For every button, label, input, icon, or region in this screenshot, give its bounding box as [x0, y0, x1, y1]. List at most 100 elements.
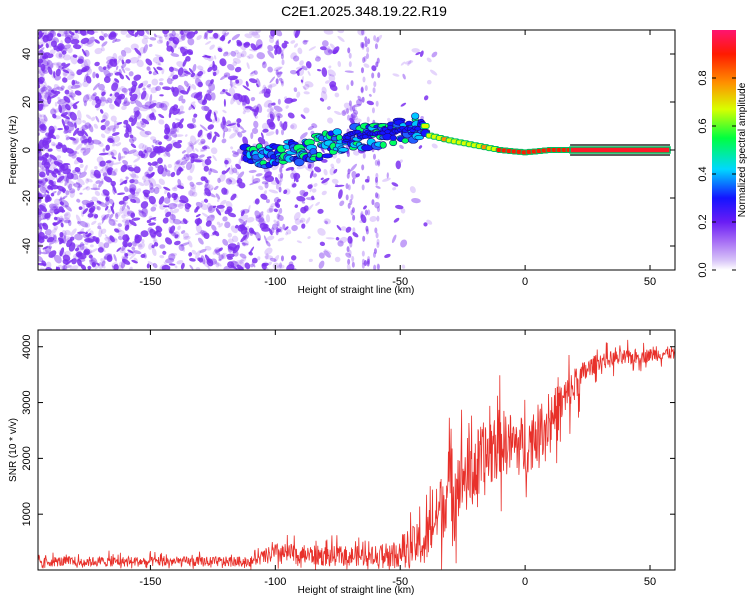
noise-speckle [321, 190, 327, 196]
noise-speckle [43, 140, 52, 146]
noise-streak [376, 238, 380, 245]
noise-speckle [236, 41, 243, 47]
noise-speckle [139, 130, 150, 138]
noise-speckle [426, 79, 432, 85]
noise-speckle [82, 186, 89, 191]
noise-speckle [166, 192, 171, 199]
noise-speckle [126, 237, 130, 242]
constant-tone-band [569, 146, 671, 154]
noise-streak [364, 209, 368, 216]
noise-streak [347, 258, 351, 265]
noise-speckle [209, 168, 219, 174]
noise-speckle [56, 86, 64, 91]
noise-speckle [281, 42, 288, 49]
noise-speckle [108, 103, 115, 110]
noise-streak [371, 72, 375, 79]
noise-speckle [111, 202, 115, 211]
noise-speckle [400, 102, 407, 107]
noise-speckle [262, 84, 267, 94]
noise-speckle [267, 50, 275, 59]
noise-speckle [105, 166, 112, 175]
noise-speckle [204, 32, 208, 40]
noise-speckle [411, 198, 421, 204]
noise-speckle [63, 95, 71, 103]
noise-streak [280, 172, 284, 179]
noise-speckle [148, 242, 154, 250]
noise-speckle [106, 254, 113, 263]
noise-speckle [130, 198, 137, 204]
noise-speckle [61, 230, 67, 237]
noise-speckle [124, 132, 130, 138]
noise-speckle [214, 131, 220, 137]
noise-speckle [134, 110, 140, 118]
noise-speckle [208, 82, 216, 92]
noise-streak [352, 214, 356, 221]
noise-speckle [70, 173, 79, 180]
noise-streak [351, 261, 355, 268]
noise-streak [377, 263, 381, 270]
noise-speckle [240, 208, 250, 214]
noise-speckle [301, 65, 308, 71]
noise-speckle [64, 30, 68, 38]
noise-speckle [103, 69, 111, 78]
noise-speckle [161, 264, 171, 270]
noise-speckle [303, 191, 309, 197]
noise-speckle [151, 78, 159, 86]
noise-speckle [187, 32, 193, 38]
noise-speckle [419, 50, 424, 57]
noise-speckle [80, 148, 87, 151]
noise-speckle [38, 168, 47, 173]
noise-speckle [255, 39, 263, 49]
noise-speckle [225, 178, 232, 185]
noise-speckle [321, 86, 327, 94]
noise-speckle [219, 173, 226, 182]
noise-speckle [80, 146, 87, 149]
noise-speckle [235, 78, 243, 86]
noise-streak [360, 210, 364, 217]
noise-speckle [431, 51, 438, 58]
noise-speckle [258, 185, 264, 191]
noise-speckle [270, 106, 275, 113]
noise-speckle [399, 144, 404, 149]
noise-speckle [113, 123, 120, 130]
noise-speckle [46, 53, 54, 59]
noise-streak [360, 86, 364, 93]
noise-speckle [130, 212, 136, 219]
noise-speckle [291, 169, 297, 176]
x-tick-label: -50 [392, 576, 408, 588]
noise-speckle [70, 244, 81, 247]
noise-speckle [103, 176, 113, 183]
noise-speckle [112, 188, 116, 195]
noise-speckle [168, 253, 176, 261]
noise-speckle [100, 263, 106, 269]
noise-speckle [38, 56, 45, 64]
noise-streak [281, 59, 285, 66]
noise-speckle [175, 118, 182, 122]
noise-speckle [212, 134, 217, 143]
noise-speckle [239, 42, 247, 51]
noise-speckle [143, 179, 151, 186]
noise-speckle [64, 128, 70, 134]
noise-speckle [150, 136, 157, 141]
noise-speckle [120, 65, 126, 74]
noise-speckle [94, 61, 100, 67]
noise-speckle [244, 106, 253, 109]
noise-speckle [239, 253, 247, 259]
noise-speckle [203, 30, 209, 40]
noise-speckle [48, 38, 55, 44]
noise-speckle [136, 111, 142, 120]
noise-speckle [148, 166, 154, 172]
noise-speckle [261, 181, 269, 185]
noise-speckle [336, 157, 341, 164]
noise-speckle [148, 43, 153, 47]
noise-speckle [168, 263, 176, 266]
noise-speckle [290, 52, 297, 60]
noise-speckle [176, 159, 183, 166]
noise-speckle [220, 74, 228, 81]
noise-speckle [47, 66, 53, 75]
noise-speckle [284, 226, 289, 231]
ridge-blob [401, 137, 409, 144]
noise-speckle [290, 255, 297, 261]
noise-speckle [247, 204, 251, 213]
noise-speckle [41, 184, 48, 191]
